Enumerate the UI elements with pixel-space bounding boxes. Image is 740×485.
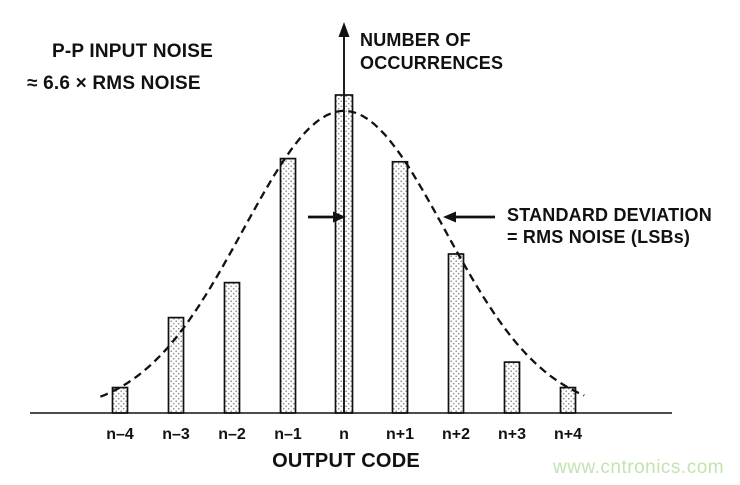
x-tick-label: n (339, 426, 349, 443)
histogram-bar (279, 157, 297, 414)
histogram-bar (223, 281, 241, 414)
y-axis-label-line1: NUMBER OF (360, 30, 471, 50)
histogram-bar (503, 361, 521, 414)
histogram-bar (447, 253, 465, 414)
x-tick-label: n–4 (106, 426, 134, 443)
x-tick-label: n+4 (553, 426, 582, 443)
sigma-arrow-left-head (443, 211, 456, 223)
x-tick-label: n+2 (441, 426, 470, 443)
histogram-bar (391, 160, 409, 414)
histogram-bar (111, 386, 129, 414)
pp-noise-note-line1: P-P INPUT NOISE (52, 41, 214, 62)
x-tick-label: n–1 (274, 426, 302, 443)
watermark-text: www.cntronics.com (553, 457, 725, 478)
x-axis-tick-labels: n–4 n–3 n–2 n–1 n n+1 n+2 n+3 n+4 (0, 426, 740, 446)
standard-deviation-label-line2: = RMS NOISE (LSBs) (507, 227, 691, 247)
pp-noise-note-line2: ≈ 6.6 × RMS NOISE (27, 73, 201, 94)
x-tick-label: n+3 (497, 426, 526, 443)
y-axis-label-line2: OCCURRENCES (360, 53, 504, 73)
y-axis-label: NUMBER OF OCCURRENCES (360, 29, 503, 75)
histogram-bar (559, 386, 577, 414)
gaussian-curve (99, 109, 585, 398)
sigma-arrow-right-head (333, 211, 346, 223)
x-tick-label: n+1 (385, 426, 414, 443)
x-tick-label: n–2 (218, 426, 246, 443)
x-axis-title: OUTPUT CODE (272, 450, 420, 472)
x-tick-label: n–3 (162, 426, 190, 443)
y-axis-arrowhead (338, 22, 350, 37)
standard-deviation-label-line1: STANDARD DEVIATION (507, 205, 712, 225)
standard-deviation-label: STANDARD DEVIATION = RMS NOISE (LSBs) (507, 204, 712, 248)
